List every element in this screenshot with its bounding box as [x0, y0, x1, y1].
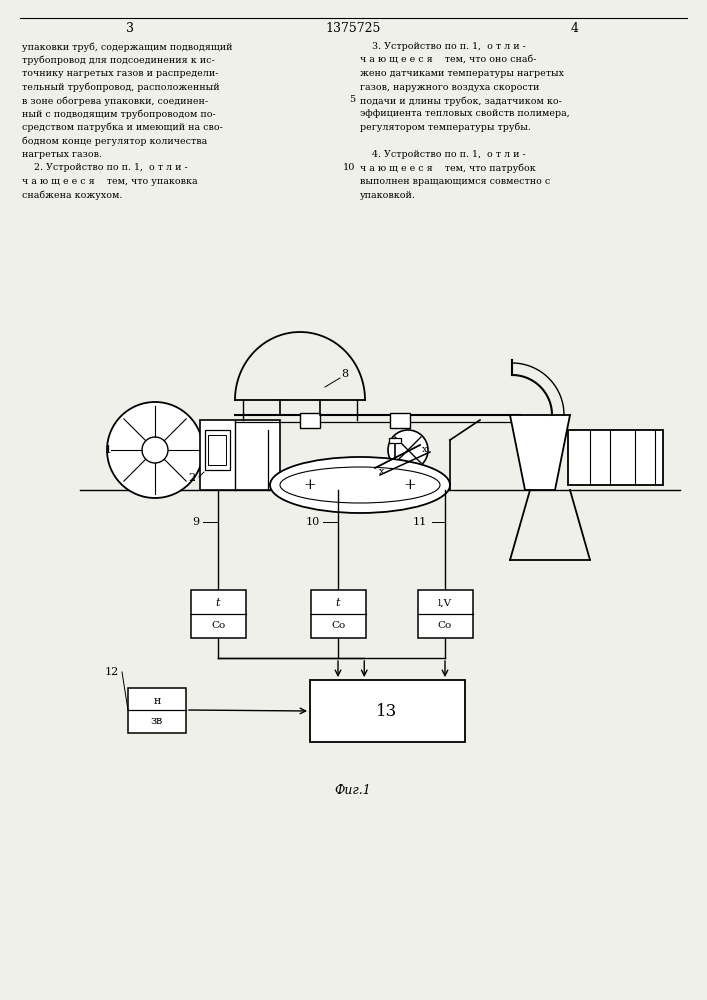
Text: l,V: l,V: [438, 598, 452, 607]
Text: t: t: [216, 598, 221, 608]
Text: t: t: [336, 598, 340, 608]
Text: 11: 11: [413, 517, 427, 527]
Text: 9: 9: [192, 517, 199, 527]
Ellipse shape: [270, 457, 450, 513]
Bar: [418, 590, 473, 638]
Text: Фиг.1: Фиг.1: [334, 784, 371, 796]
Text: средством патрубка и имеющий на сво-: средством патрубка и имеющий на сво-: [22, 123, 223, 132]
Text: подачи и длины трубок, задатчиком ко-: подачи и длины трубок, задатчиком ко-: [360, 96, 562, 105]
Text: x: x: [422, 446, 428, 454]
Text: +: +: [404, 478, 416, 492]
Circle shape: [388, 430, 428, 470]
Text: ч а ю щ е е с я    тем, что упаковка: ч а ю щ е е с я тем, что упаковка: [22, 177, 198, 186]
Text: в зоне обогрева упаковки, соединен-: в зоне обогрева упаковки, соединен-: [22, 96, 208, 105]
Bar: [311, 590, 366, 638]
Text: x: x: [379, 468, 385, 477]
Bar: [568, 430, 663, 485]
Text: 12: 12: [105, 667, 119, 677]
Text: 3: 3: [126, 21, 134, 34]
Bar: [208, 435, 226, 465]
Text: 10: 10: [343, 163, 355, 172]
Text: 4. Устройство по п. 1,  о т л и -: 4. Устройство по п. 1, о т л и -: [360, 150, 526, 159]
Polygon shape: [510, 415, 570, 490]
Ellipse shape: [280, 467, 440, 503]
Text: упаковкой.: упаковкой.: [360, 190, 416, 200]
Text: нагретых газов.: нагретых газов.: [22, 150, 102, 159]
Text: 13: 13: [376, 702, 397, 720]
Text: тельный трубопровод, расположенный: тельный трубопровод, расположенный: [22, 83, 220, 92]
Bar: [390, 413, 410, 428]
Text: бодном конце регулятор количества: бодном конце регулятор количества: [22, 136, 207, 146]
Text: 1: 1: [105, 445, 112, 455]
Text: 3. Устройство по п. 1,  о т л и -: 3. Устройство по п. 1, о т л и -: [360, 42, 526, 51]
Text: 8: 8: [341, 369, 349, 379]
Text: снабжена кожухом.: снабжена кожухом.: [22, 190, 122, 200]
Text: эффициента тепловых свойств полимера,: эффициента тепловых свойств полимера,: [360, 109, 570, 118]
Text: 4: 4: [571, 21, 579, 34]
Text: выполнен вращающимся совместно с: выполнен вращающимся совместно с: [360, 177, 550, 186]
Text: газов, наружного воздуха скорости: газов, наружного воздуха скорости: [360, 83, 539, 92]
Bar: [128, 688, 186, 733]
Text: 10: 10: [306, 517, 320, 527]
Text: н: н: [153, 696, 160, 706]
Text: 5: 5: [349, 96, 355, 104]
Text: Co: Co: [331, 621, 345, 630]
Bar: [200, 420, 280, 490]
Bar: [310, 680, 465, 742]
Text: трубопровод для подсоединения к ис-: трубопровод для подсоединения к ис-: [22, 55, 215, 65]
Text: жено датчиками температуры нагретых: жено датчиками температуры нагретых: [360, 69, 564, 78]
Bar: [389, 438, 401, 443]
Text: Co: Co: [438, 621, 452, 630]
Bar: [191, 590, 246, 638]
Text: точнику нагретых газов и распредели-: точнику нагретых газов и распредели-: [22, 69, 218, 78]
Text: 1375725: 1375725: [325, 21, 380, 34]
Text: ч а ю щ е е с я    тем, что оно снаб-: ч а ю щ е е с я тем, что оно снаб-: [360, 55, 537, 64]
Bar: [300, 413, 320, 428]
Text: 2: 2: [189, 473, 196, 483]
Text: ный с подводящим трубопроводом по-: ный с подводящим трубопроводом по-: [22, 109, 216, 119]
Text: зв: зв: [151, 716, 163, 726]
Text: +: +: [303, 478, 316, 492]
Circle shape: [142, 437, 168, 463]
Text: Co: Co: [211, 621, 225, 630]
Text: ч а ю щ е е с я    тем, что патрубок: ч а ю щ е е с я тем, что патрубок: [360, 163, 536, 173]
Text: упаковки труб, содержащим подводящий: упаковки труб, содержащим подводящий: [22, 42, 233, 51]
Text: 2. Устройство по п. 1,  о т л и -: 2. Устройство по п. 1, о т л и -: [22, 163, 188, 172]
Circle shape: [107, 402, 203, 498]
Bar: [205, 430, 230, 470]
Text: регулятором температуры трубы.: регулятором температуры трубы.: [360, 123, 531, 132]
